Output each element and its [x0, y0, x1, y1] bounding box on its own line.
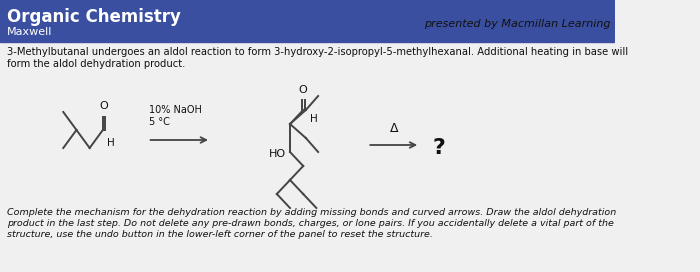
Text: O: O — [99, 101, 108, 111]
Text: form the aldol dehydration product.: form the aldol dehydration product. — [7, 59, 186, 69]
Text: ?: ? — [433, 138, 445, 158]
Text: HO: HO — [269, 149, 286, 159]
Text: H: H — [107, 138, 115, 148]
Bar — [0, 0, 615, 42]
Text: Maxwell: Maxwell — [7, 27, 52, 37]
Text: Complete the mechanism for the dehydration reaction by adding missing bonds and : Complete the mechanism for the dehydrati… — [7, 208, 616, 217]
Text: O: O — [299, 85, 307, 95]
Text: product in the last step. Do not delete any pre-drawn bonds, charges, or lone pa: product in the last step. Do not delete … — [7, 219, 614, 228]
Text: H: H — [310, 114, 318, 124]
Text: Δ: Δ — [389, 122, 398, 135]
Text: Organic Chemistry: Organic Chemistry — [7, 8, 181, 26]
Text: 3-Methylbutanal undergoes an aldol reaction to form 3-hydroxy-2-isopropyl-5-meth: 3-Methylbutanal undergoes an aldol react… — [7, 47, 628, 57]
Text: presented by Macmillan Learning: presented by Macmillan Learning — [424, 19, 611, 29]
Text: structure, use the undo button in the lower-left corner of the panel to reset th: structure, use the undo button in the lo… — [7, 230, 433, 239]
Text: 10% NaOH
5 °C: 10% NaOH 5 °C — [149, 106, 202, 127]
